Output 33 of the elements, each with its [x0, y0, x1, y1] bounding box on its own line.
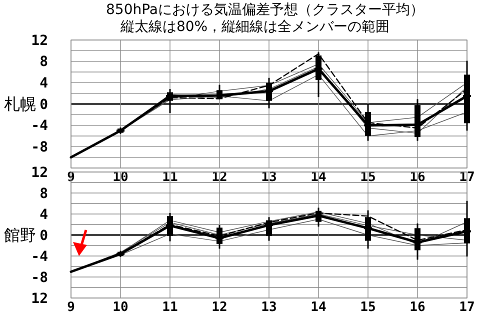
y-axis-title: 札幌: [4, 94, 36, 114]
x-tick-label: 13: [261, 170, 277, 185]
x-tick-label: 11: [162, 170, 178, 185]
x-tick-label: 17: [459, 170, 475, 185]
x-tick-label: 9: [67, 300, 75, 315]
x-tick-label: 14: [310, 170, 326, 185]
x-tick-label: 15: [360, 300, 376, 315]
chart-subtitle: 縦太線は80%，縦細線は全メンバーの範囲: [119, 19, 390, 35]
x-tick-label: 11: [162, 300, 178, 315]
y-tick-label: -4: [31, 118, 48, 134]
y-tick-label: 0: [40, 228, 48, 244]
x-tick-label: 15: [360, 170, 376, 185]
y-tick-label: 0: [40, 96, 48, 113]
x-tick-label: 12: [212, 300, 228, 315]
y-tick-label: 4: [40, 76, 48, 92]
x-tick-label: 9: [67, 170, 75, 185]
y-tick-label: 8: [40, 54, 48, 70]
x-tick-label: 16: [410, 300, 426, 315]
x-tick-label: 10: [112, 170, 128, 185]
x-tick-label: 10: [112, 300, 128, 315]
x-tick-label: 13: [261, 300, 277, 315]
y-tick-label: 4: [40, 206, 48, 223]
x-tick-label: 14: [310, 300, 326, 315]
x-tick-label: 12: [212, 170, 228, 185]
x-tick-label: 17: [459, 300, 475, 315]
y-tick-label: 12: [31, 32, 48, 49]
y-tick-label: -8: [31, 270, 48, 286]
y-axis-title: 館野: [4, 226, 36, 245]
y-tick-label: -4: [31, 248, 48, 265]
chart-title: 850hPaにおける気温偏差予想（クラスター平均）: [106, 2, 424, 18]
y-tick-label: 8: [40, 186, 48, 202]
x-tick-label: 16: [410, 170, 426, 185]
y-tick-label: -8: [31, 140, 48, 156]
